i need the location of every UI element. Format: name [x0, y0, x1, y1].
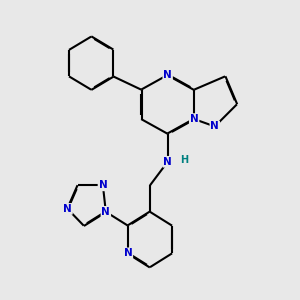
- Text: N: N: [190, 114, 199, 124]
- Text: N: N: [163, 70, 172, 80]
- Text: N: N: [163, 157, 172, 167]
- Text: H: H: [180, 155, 188, 165]
- Text: N: N: [63, 204, 72, 214]
- Text: N: N: [98, 180, 107, 190]
- Text: N: N: [101, 207, 110, 217]
- Text: N: N: [124, 248, 132, 258]
- Text: N: N: [210, 122, 219, 131]
